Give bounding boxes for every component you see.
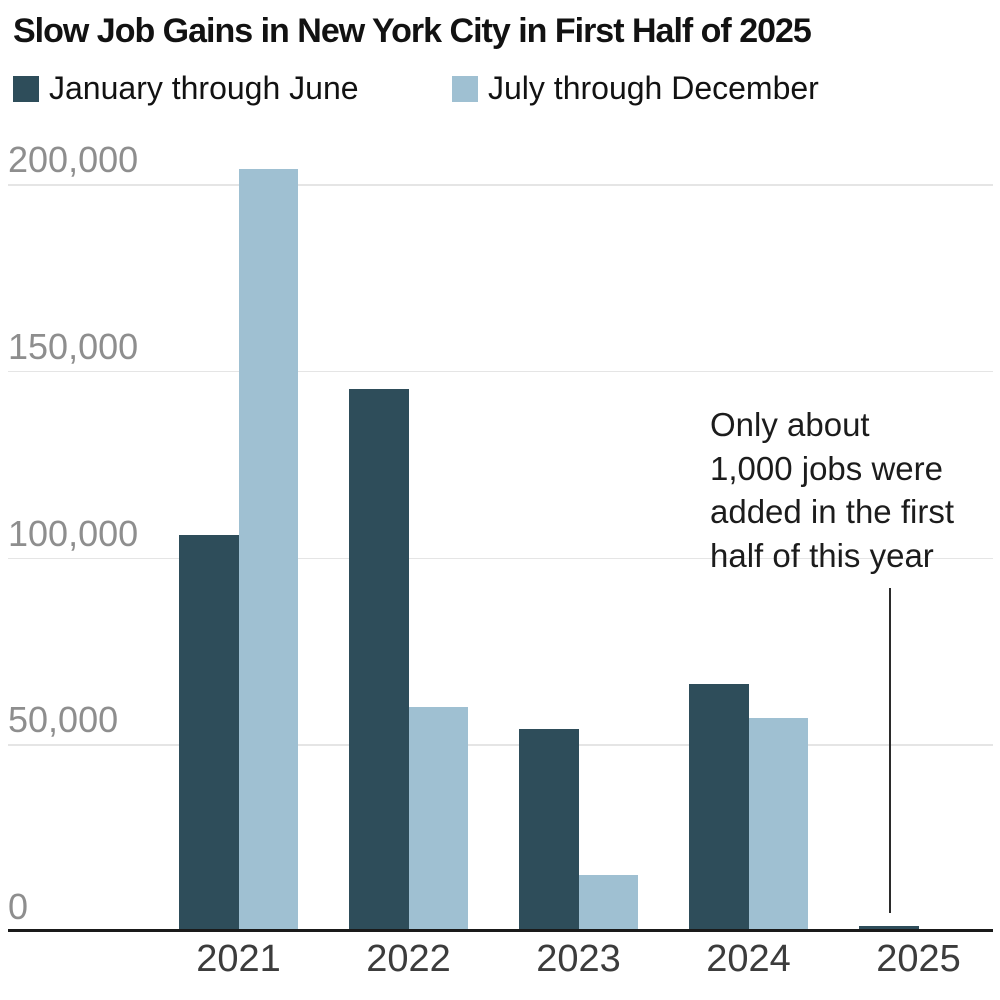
bar-2023-july-dec bbox=[578, 874, 638, 929]
annotation-line: half of this year bbox=[710, 536, 934, 574]
y-axis-tick-label: 0 bbox=[8, 886, 29, 927]
legend-swatch-july-dec bbox=[452, 75, 478, 102]
bar-2022-jan-june bbox=[349, 389, 409, 929]
bar-2022-july-dec bbox=[408, 706, 468, 929]
gridline bbox=[8, 370, 993, 373]
gridline bbox=[8, 184, 993, 186]
bar-2021-july-dec bbox=[238, 169, 298, 929]
y-axis-tick-label: 200,000 bbox=[8, 139, 139, 180]
y-axis-tick-label: 50,000 bbox=[8, 699, 119, 741]
bar-2024-july-dec bbox=[748, 718, 808, 929]
x-axis-baseline bbox=[8, 929, 993, 932]
x-axis-tick-label: 2023 bbox=[536, 938, 621, 980]
bar-2024-jan-june bbox=[689, 684, 749, 929]
annotation-line: Only about bbox=[710, 406, 870, 443]
annotation-leader-line bbox=[888, 588, 891, 913]
x-axis-tick-label: 2021 bbox=[196, 938, 281, 980]
x-axis-tick-label: 2025 bbox=[876, 938, 961, 980]
legend-item-july-dec: July through December bbox=[452, 70, 819, 107]
y-axis-tick-label: 100,000 bbox=[8, 512, 139, 554]
y-axis-tick-label: 150,000 bbox=[8, 325, 139, 367]
gridline bbox=[8, 557, 993, 559]
chart-title: Slow Job Gains in New York City in First… bbox=[13, 12, 812, 50]
x-axis-tick-label: 2024 bbox=[706, 938, 791, 980]
annotation-line: added in the first bbox=[710, 493, 954, 530]
bar-2023-jan-june bbox=[519, 729, 579, 929]
legend-swatch-jan-june bbox=[13, 75, 39, 102]
legend-label-july-dec: July through December bbox=[488, 70, 819, 106]
annotation-line: 1,000 jobs were bbox=[710, 449, 943, 487]
x-axis-tick-label: 2022 bbox=[366, 938, 451, 980]
bar-2021-jan-june bbox=[179, 535, 239, 929]
legend-label-jan-june: January through June bbox=[49, 70, 359, 106]
gridline bbox=[8, 744, 993, 746]
bar-2025-jan-june bbox=[859, 925, 919, 929]
annotation: Only about 1,000 jobs were added in the … bbox=[710, 403, 995, 577]
legend-item-jan-june: January through June bbox=[13, 70, 359, 107]
